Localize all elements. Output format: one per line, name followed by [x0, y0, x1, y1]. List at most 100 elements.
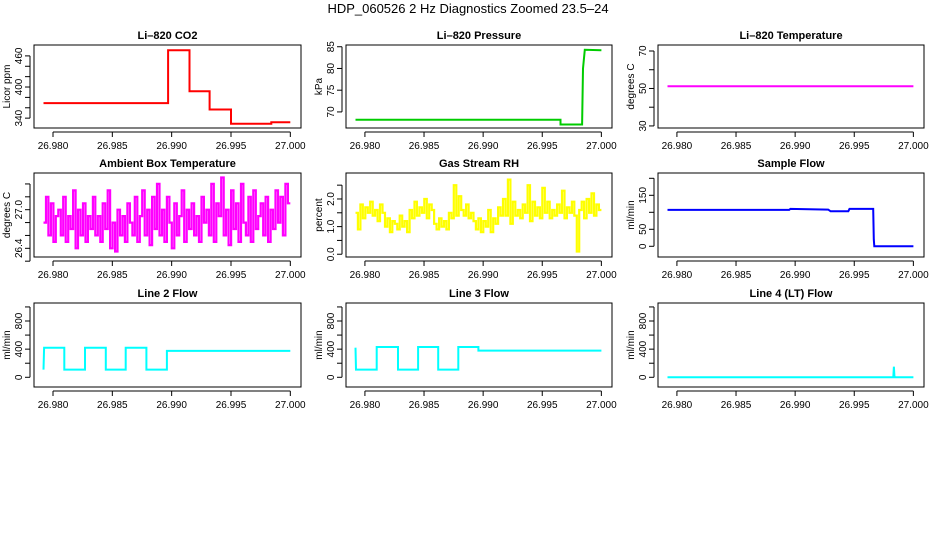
x-tick-label: 26.990 [780, 400, 811, 411]
panel-title: Gas Stream RH [439, 158, 519, 170]
data-series-line [43, 49, 291, 125]
x-tick-label: 26.985 [409, 141, 440, 152]
panel-title: Line 4 (LT) Flow [750, 288, 833, 300]
y-tick-label: 70 [638, 45, 649, 57]
x-tick-label: 27.000 [275, 141, 306, 152]
plot-frame [33, 172, 302, 258]
y-tick-label: 0 [638, 374, 649, 380]
panel-7: Line 3 Flow 26.980 26.985 26.990 26.995 27.00… [314, 288, 617, 411]
x-tick-label: 26.980 [662, 270, 693, 281]
y-axis-label: ml/min [314, 330, 325, 359]
plot-frame [345, 44, 613, 129]
x-tick-label: 26.980 [662, 400, 693, 411]
x-tick-label: 26.995 [216, 400, 247, 411]
x-tick-label: 26.985 [721, 141, 752, 152]
x-tick-label: 27.000 [898, 270, 929, 281]
x-tick-label: 26.985 [409, 270, 440, 281]
plot-frame [657, 44, 925, 129]
panel-1: Li–820 Pressure 26.980 26.985 26.990 26.995 2… [314, 30, 617, 152]
x-tick-label: 26.980 [38, 270, 69, 281]
x-tick-label: 26.980 [38, 141, 69, 152]
y-tick-label: 800 [14, 312, 25, 329]
x-tick-label: 26.995 [527, 270, 558, 281]
data-series-line [667, 366, 914, 379]
panel-title: Ambient Box Temperature [99, 158, 236, 170]
data-series-line [42, 346, 291, 371]
y-tick-label: 26.4 [14, 238, 25, 258]
panel-4: Gas Stream RH 26.980 26.985 26.990 26.995 27.… [314, 158, 617, 281]
x-tick-label: 26.995 [216, 141, 247, 152]
y-axis-label: kPa [314, 77, 325, 95]
panel-8: Line 4 (LT) Flow 26.980 26.985 26.990 26.995… [626, 288, 929, 411]
y-axis-label: ml/min [626, 200, 637, 229]
y-axis-label: degrees C [626, 63, 637, 109]
y-axis-label: ml/min [2, 330, 13, 359]
x-tick-label: 27.000 [586, 400, 617, 411]
x-tick-label: 26.995 [216, 270, 247, 281]
y-tick-label: 400 [14, 340, 25, 357]
panel-5: Sample Flow 26.980 26.985 26.990 26.995 27.00… [626, 158, 929, 281]
y-tick-label: 340 [14, 109, 25, 126]
plot-frame [33, 44, 302, 129]
panel-title: Sample Flow [757, 158, 825, 170]
x-tick-label: 26.990 [780, 270, 811, 281]
x-tick-label: 26.990 [156, 141, 187, 152]
x-tick-label: 26.990 [156, 270, 187, 281]
x-tick-label: 26.995 [527, 400, 558, 411]
plot-frame [33, 302, 302, 388]
panel-3: Ambient Box Temperature 26.980 26.985 26.99… [2, 158, 306, 281]
x-tick-label: 26.990 [468, 141, 499, 152]
x-tick-label: 26.990 [780, 141, 811, 152]
y-tick-label: 50 [638, 82, 649, 94]
x-tick-label: 27.000 [275, 400, 306, 411]
plot-frame [345, 172, 613, 258]
y-tick-label: 400 [14, 78, 25, 95]
x-tick-label: 26.995 [527, 141, 558, 152]
x-tick-label: 26.985 [721, 270, 752, 281]
x-tick-label: 26.985 [97, 400, 128, 411]
x-tick-label: 26.985 [97, 270, 128, 281]
data-series-line [355, 178, 602, 253]
y-tick-label: 0 [14, 374, 25, 380]
data-series-line [354, 346, 602, 371]
panel-title: Li–820 Pressure [437, 30, 521, 42]
y-tick-label: 85 [326, 41, 337, 53]
plot-frame [657, 302, 925, 388]
y-axis-label: percent [314, 198, 325, 232]
y-tick-label: 400 [638, 340, 649, 357]
x-tick-label: 26.980 [350, 400, 381, 411]
y-tick-label: 1.0 [326, 219, 337, 233]
panel-0: Li–820 CO2 26.980 26.985 26.990 26.995 27.000… [2, 30, 306, 152]
y-tick-label: 80 [326, 62, 337, 74]
y-tick-label: 30 [638, 120, 649, 132]
y-axis-label: ml/min [626, 330, 637, 359]
y-tick-label: 75 [326, 84, 337, 96]
x-tick-label: 26.980 [350, 270, 381, 281]
panel-6: Line 2 Flow 26.980 26.985 26.990 26.995 27.00… [2, 288, 306, 411]
data-series-line [355, 48, 602, 126]
y-tick-label: 70 [326, 106, 337, 118]
y-axis-label: Licor ppm [2, 65, 13, 109]
plot-frame [657, 172, 925, 258]
x-tick-label: 26.985 [409, 400, 440, 411]
y-tick-label: 400 [326, 340, 337, 357]
x-tick-label: 27.000 [898, 141, 929, 152]
x-tick-label: 26.995 [839, 270, 870, 281]
y-tick-label: 2.0 [326, 192, 337, 206]
panel-title: Li–820 Temperature [739, 30, 842, 42]
y-tick-label: 460 [14, 47, 25, 64]
x-tick-label: 26.980 [350, 141, 381, 152]
x-tick-label: 26.980 [662, 141, 693, 152]
y-tick-label: 800 [638, 312, 649, 329]
y-tick-label: 800 [326, 312, 337, 329]
x-tick-label: 27.000 [275, 270, 306, 281]
y-tick-label: 0.0 [326, 247, 337, 261]
x-tick-label: 26.990 [468, 270, 499, 281]
y-tick-label: 0 [326, 374, 337, 380]
y-axis-label: degrees C [2, 192, 13, 238]
x-tick-label: 26.995 [839, 400, 870, 411]
x-tick-label: 26.990 [156, 400, 187, 411]
y-tick-label: 27.0 [14, 200, 25, 220]
x-tick-label: 27.000 [898, 400, 929, 411]
